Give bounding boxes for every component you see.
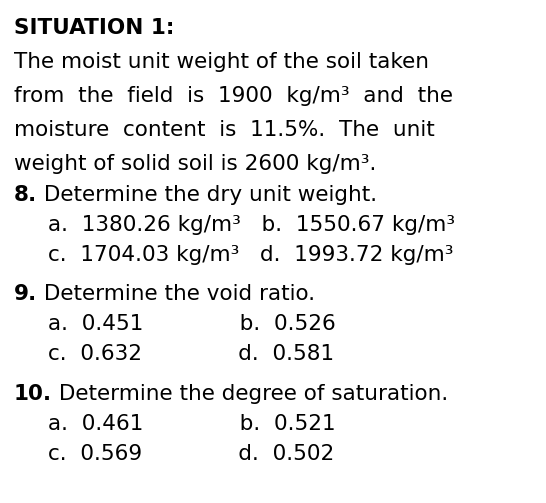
Text: c.  0.632              d.  0.581: c. 0.632 d. 0.581 (48, 344, 334, 364)
Text: moisture  content  is  11.5%.  The  unit: moisture content is 11.5%. The unit (14, 120, 435, 140)
Text: SITUATION 1:: SITUATION 1: (14, 18, 174, 38)
Text: c.  0.569              d.  0.502: c. 0.569 d. 0.502 (48, 444, 334, 464)
Text: The moist unit weight of the soil taken: The moist unit weight of the soil taken (14, 52, 429, 72)
Text: 9.: 9. (14, 284, 37, 304)
Text: 10.: 10. (14, 384, 52, 404)
Text: 8.: 8. (14, 185, 37, 205)
Text: a.  0.451              b.  0.526: a. 0.451 b. 0.526 (48, 314, 336, 334)
Text: a.  0.461              b.  0.521: a. 0.461 b. 0.521 (48, 414, 336, 434)
Text: weight of solid soil is 2600 kg/m³.: weight of solid soil is 2600 kg/m³. (14, 154, 376, 174)
Text: from  the  field  is  1900  kg/m³  and  the: from the field is 1900 kg/m³ and the (14, 86, 453, 106)
Text: c.  1704.03 kg/m³   d.  1993.72 kg/m³: c. 1704.03 kg/m³ d. 1993.72 kg/m³ (48, 245, 454, 265)
Text: Determine the degree of saturation.: Determine the degree of saturation. (52, 384, 448, 404)
Text: Determine the void ratio.: Determine the void ratio. (37, 284, 316, 304)
Text: a.  1380.26 kg/m³   b.  1550.67 kg/m³: a. 1380.26 kg/m³ b. 1550.67 kg/m³ (48, 215, 455, 235)
Text: Determine the dry unit weight.: Determine the dry unit weight. (37, 185, 377, 205)
